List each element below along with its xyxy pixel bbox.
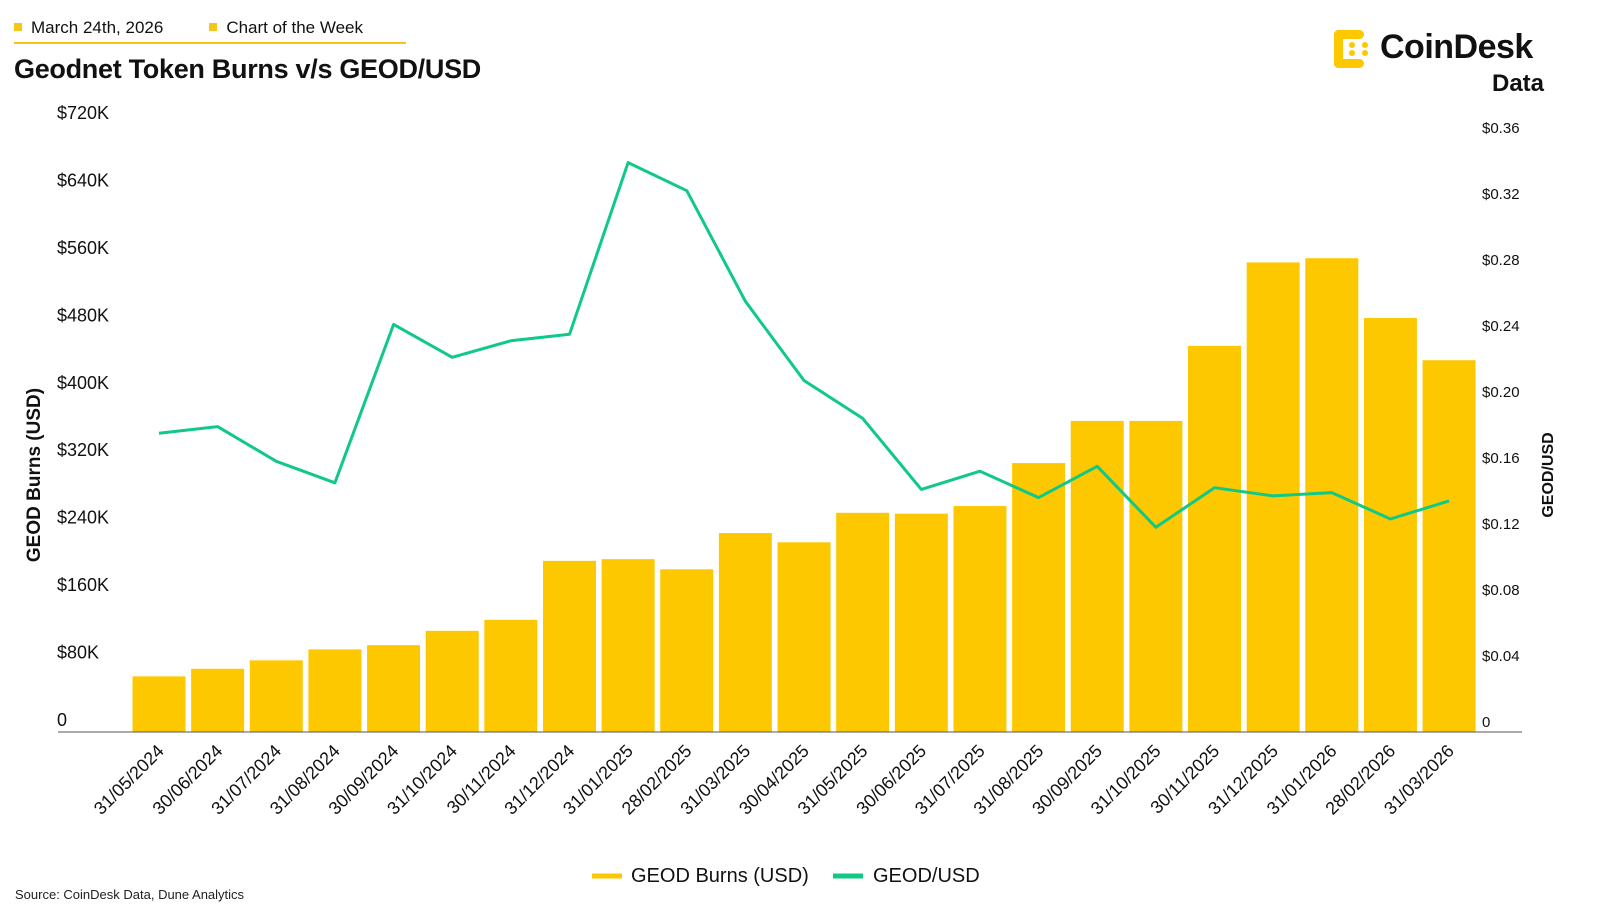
date-text: March 24th, 2026 bbox=[31, 18, 164, 37]
bar bbox=[367, 645, 421, 732]
bar bbox=[718, 533, 772, 732]
bar bbox=[1422, 360, 1476, 732]
bar bbox=[249, 660, 303, 732]
bar bbox=[1070, 420, 1124, 732]
bar bbox=[1305, 258, 1359, 732]
y-tick-label: $240K bbox=[57, 508, 109, 528]
bar bbox=[1363, 318, 1417, 732]
bar bbox=[894, 513, 948, 732]
y-tick-label: $560K bbox=[57, 238, 109, 258]
bullet-icon bbox=[14, 22, 22, 31]
y2-tick-label: $0.32 bbox=[1482, 186, 1520, 203]
y-tick-label: $640K bbox=[57, 170, 109, 190]
y-tick-label: $480K bbox=[57, 305, 109, 325]
header-bar: March 24th, 2026 Chart of the Week bbox=[14, 18, 406, 44]
legend: GEOD Burns (USD) GEOD/USD bbox=[592, 865, 980, 887]
coindesk-logo-icon bbox=[1334, 30, 1368, 68]
bar bbox=[660, 569, 714, 732]
y2-tick-label: 0 bbox=[1482, 714, 1490, 731]
bar bbox=[425, 630, 479, 732]
series-text: Chart of the Week bbox=[226, 18, 364, 37]
y-tick-label: $80K bbox=[57, 643, 99, 663]
bar bbox=[953, 506, 1007, 732]
logo-name: CoinDesk bbox=[1380, 28, 1533, 66]
line-series-geod-usd bbox=[158, 161, 1450, 529]
bar bbox=[542, 560, 596, 732]
legend-label-price: GEOD/USD bbox=[873, 865, 980, 887]
source-note: Source: CoinDesk Data, Dune Analytics bbox=[15, 887, 245, 902]
y-tick-label: $160K bbox=[57, 575, 109, 595]
y2-tick-label: $0.12 bbox=[1482, 516, 1520, 533]
header-date: March 24th, 2026 bbox=[14, 18, 163, 38]
y-tick-label: $720K bbox=[57, 103, 109, 123]
y-tick-label: $400K bbox=[57, 373, 109, 393]
y2-tick-label: $0.28 bbox=[1482, 252, 1520, 269]
y2-tick-label: $0.20 bbox=[1482, 384, 1520, 401]
bullet-icon bbox=[209, 22, 218, 31]
bar bbox=[777, 542, 831, 732]
coindesk-logo: CoinDesk Data bbox=[1332, 26, 1544, 97]
y2-axis-title: GEOD/USD bbox=[1540, 432, 1557, 517]
bar bbox=[308, 649, 362, 732]
y2-tick-label: $0.04 bbox=[1482, 648, 1520, 665]
y-tick-label: 0 bbox=[57, 710, 67, 730]
bar bbox=[191, 668, 245, 732]
bar bbox=[601, 559, 655, 732]
bar bbox=[484, 619, 538, 732]
bar bbox=[836, 512, 890, 732]
bar bbox=[1188, 345, 1242, 732]
y2-tick-label: $0.08 bbox=[1482, 582, 1520, 599]
chart-title: Geodnet Token Burns v/s GEOD/USD bbox=[14, 54, 481, 84]
header-series: Chart of the Week bbox=[209, 18, 363, 38]
legend-label-burns: GEOD Burns (USD) bbox=[631, 865, 809, 887]
logo-sub: Data bbox=[1492, 70, 1545, 97]
y-axis-title: GEOD Burns (USD) bbox=[24, 388, 45, 562]
y-tick-label: $320K bbox=[57, 440, 109, 460]
y2-tick-label: $0.16 bbox=[1482, 450, 1520, 467]
y2-tick-label: $0.24 bbox=[1482, 318, 1520, 335]
bar bbox=[132, 676, 186, 732]
y2-tick-label: $0.36 bbox=[1482, 120, 1520, 137]
bar bbox=[1012, 463, 1066, 732]
bar bbox=[1129, 420, 1183, 732]
